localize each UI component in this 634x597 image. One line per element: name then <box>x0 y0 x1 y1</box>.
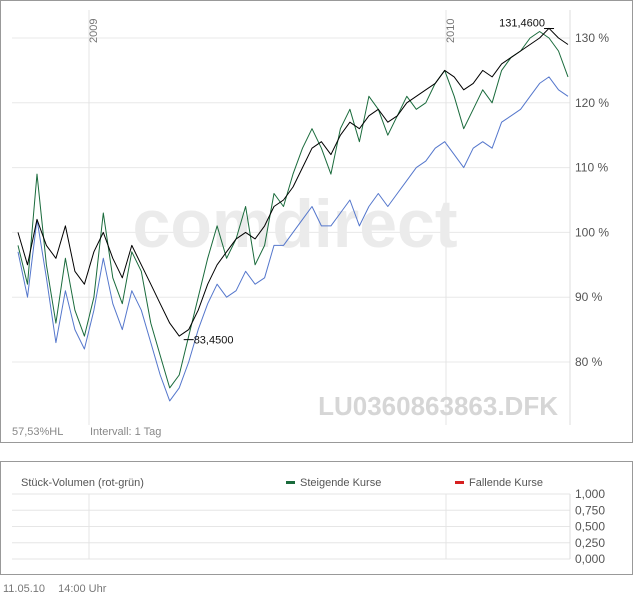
volume-grid <box>12 493 571 560</box>
volume-tick-label-0: 0,000 <box>575 552 605 566</box>
y-tick-label-4: 120 % <box>575 96 609 110</box>
isin-label: LU0360863863.DFK <box>318 391 558 421</box>
volume-tick-label-3: 0,750 <box>575 503 605 517</box>
x-label-2009: 2009 <box>88 19 100 43</box>
timestamp: 11.05.10 14:00 Uhr <box>3 583 116 595</box>
volume-frame <box>0 461 633 575</box>
series-line-1 <box>17 31 569 389</box>
x-axis: 2009 2010 <box>88 19 457 43</box>
interval-label: Intervall: 1 Tag <box>90 426 161 438</box>
volume-tick-label-1: 0,250 <box>575 536 605 550</box>
y-tick-label-0: 80 % <box>575 355 603 369</box>
series-line-0 <box>17 27 569 337</box>
chart-frame <box>0 0 633 443</box>
y-tick-label-3: 110 % <box>575 161 608 175</box>
timestamp-time: 14:00 Uhr <box>58 583 107 595</box>
series-layer <box>17 27 569 402</box>
chart-watermark: comdirect <box>133 186 458 262</box>
volume-tick-label-4: 1,000 <box>575 487 605 501</box>
timestamp-date: 11.05.10 <box>3 583 46 595</box>
annotation-layer: 83,4500 131,4600 <box>183 18 555 347</box>
y-tick-label-1: 90 % <box>575 290 603 304</box>
y-axis: 80 % 90 % 100 % 110 % 120 % 130 % <box>575 31 609 369</box>
legend-swatch-falling <box>455 481 464 484</box>
volume-y-axis: 0,000 0,250 0,500 0,750 1,000 <box>575 487 605 566</box>
range-label: 57,53%HL <box>12 426 63 438</box>
price-chart: comdirect 83,4500 131,4600 80 % 90 % 100 % 1… <box>0 0 633 443</box>
series-line-2 <box>17 76 569 402</box>
legend-swatch-rising <box>286 481 295 484</box>
legend-label-rising: Steigende Kurse <box>300 477 381 489</box>
chart-grid <box>12 10 571 425</box>
x-label-2010: 2010 <box>445 19 457 43</box>
y-tick-label-2: 100 % <box>575 225 609 239</box>
annotation-label-0: 83,4500 <box>194 335 234 347</box>
volume-title: Stück-Volumen (rot-grün) <box>21 477 144 489</box>
volume-panel: Stück-Volumen (rot-grün) Steigende Kurse… <box>0 461 633 575</box>
legend-label-falling: Fallende Kurse <box>469 477 543 489</box>
y-tick-label-5: 130 % <box>575 31 609 45</box>
volume-tick-label-2: 0,500 <box>575 520 605 534</box>
annotation-label-1: 131,4600 <box>499 18 545 30</box>
